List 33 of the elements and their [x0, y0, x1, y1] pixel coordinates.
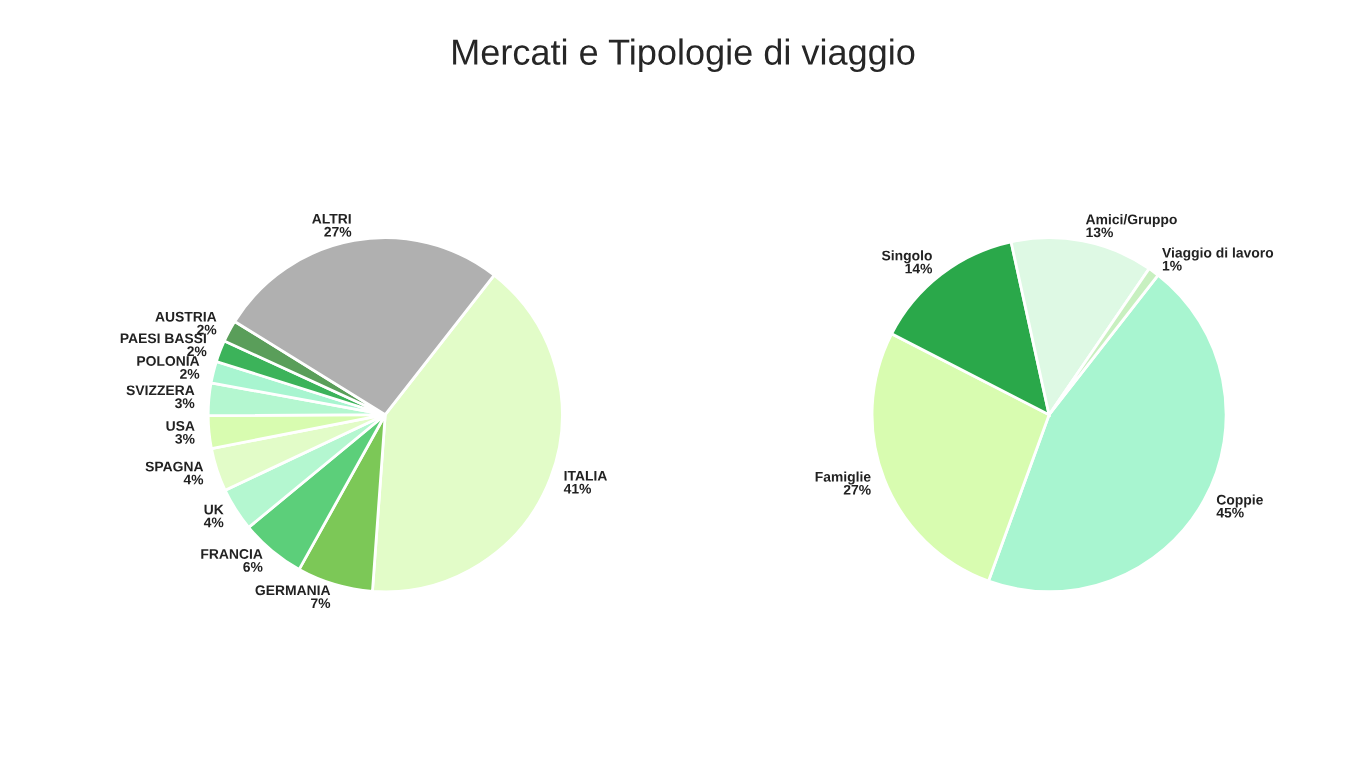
data-label: 2% [180, 369, 200, 379]
slice-label: AUSTRIA [155, 311, 217, 322]
data-label: 2% [197, 324, 217, 335]
data-label: 41% [563, 483, 592, 494]
slice-label: ITALIA [564, 471, 607, 481]
slice-label: ALTRI [312, 214, 351, 224]
data-label: 45% [1216, 507, 1244, 518]
slice-label: FRANCIA [201, 549, 263, 559]
slice-label: Singolo [881, 250, 932, 264]
data-label: 7% [311, 598, 331, 609]
slice-label: Viaggio di lavoro [1162, 247, 1274, 261]
slice-label: UK [204, 504, 224, 515]
data-label: 27% [843, 484, 871, 495]
slice-label: Famiglie [815, 471, 871, 485]
data-label: 3% [175, 398, 195, 409]
data-label: 6% [243, 562, 263, 572]
data-label: 13% [1086, 227, 1113, 238]
slice-label: GERMANIA [255, 585, 331, 596]
data-label: 1% [1162, 260, 1182, 271]
data-label: 4% [203, 517, 224, 528]
data-label: 14% [905, 263, 933, 274]
slice-label: PAESI BASSI [120, 333, 206, 344]
slice-label: SPAGNA [145, 461, 204, 472]
data-label: 4% [183, 474, 204, 485]
slice-label: SVIZZERA [126, 385, 195, 396]
data-label: 3% [175, 433, 195, 444]
data-label: 2% [187, 346, 207, 357]
slice-label: USA [166, 421, 195, 431]
slice-label: POLONIA [137, 356, 200, 366]
slice-label: Coppie [1216, 494, 1263, 508]
data-label: 27% [324, 226, 352, 237]
text: Mercati e Tipologie di viaggio [453, 38, 915, 73]
slice-label: Amici/Gruppo [1085, 214, 1177, 228]
